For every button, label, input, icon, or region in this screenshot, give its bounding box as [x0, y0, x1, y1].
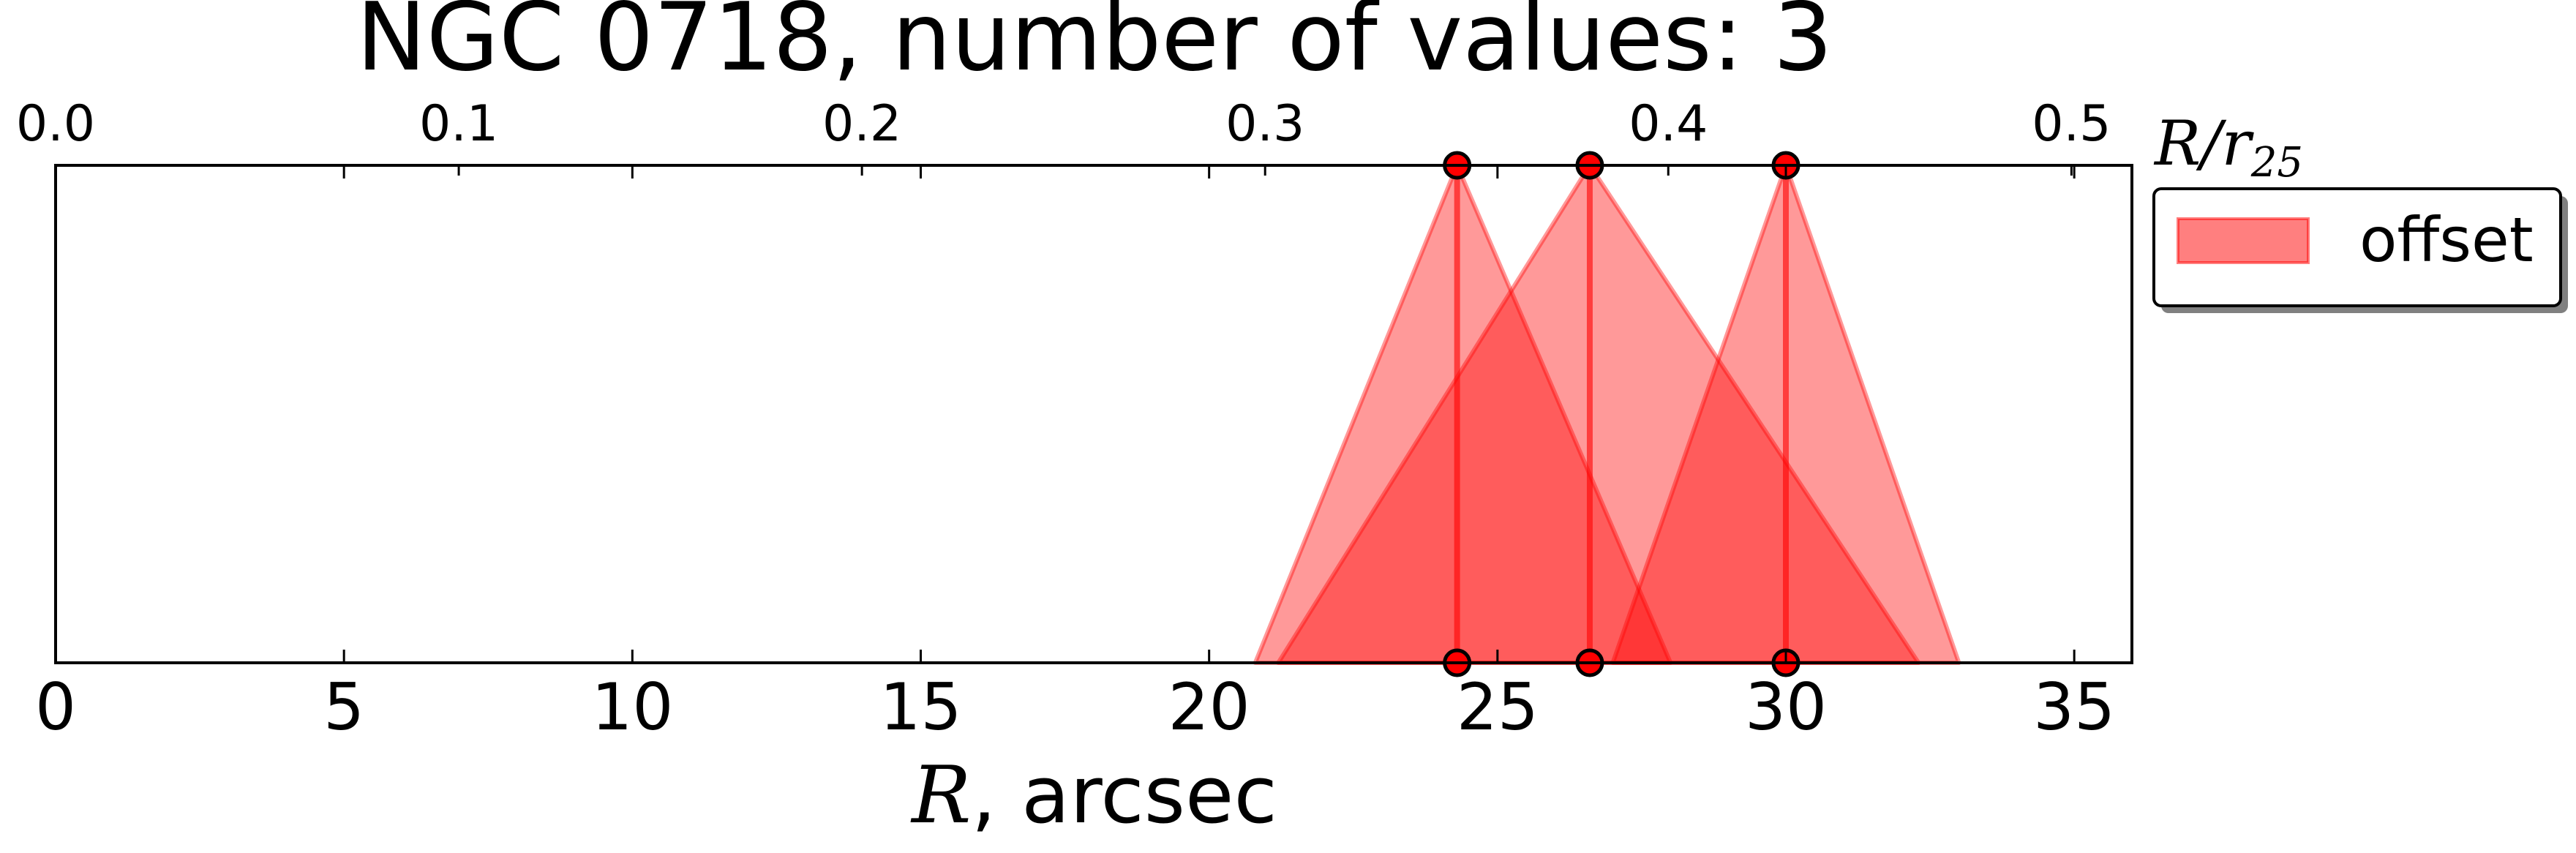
legend-label-offset: offset — [2359, 204, 2534, 276]
top-x-axis-label: R/r25 — [2153, 108, 2303, 187]
top-x-axis-label-subscript: 25 — [2250, 139, 2303, 187]
data-marks — [1253, 151, 1961, 677]
legend: offset — [2152, 187, 2568, 313]
x-tick-label-20: 20 — [1168, 669, 1250, 745]
x-tick-label-5: 5 — [323, 669, 364, 745]
top-x-axis: 0.0 0.1 0.2 0.3 0.4 0.5 — [16, 95, 2111, 176]
x2-tick-label-3: 0.3 — [1225, 95, 1304, 153]
plot-frame — [54, 164, 2133, 664]
x2-tick-label-5: 0.5 — [2032, 95, 2111, 153]
top-x-axis-label-ratio: R/r — [2153, 108, 2255, 179]
x-axis-label: R, arcsec — [910, 750, 1277, 841]
x-tick-label-0: 0 — [35, 669, 76, 745]
x-axis-label-unit: , arcsec — [971, 750, 1277, 841]
x2-tick-label-0: 0.0 — [16, 95, 95, 153]
x-tick-label-15: 15 — [880, 669, 962, 745]
x-tick-label-35: 35 — [2033, 669, 2115, 745]
x-tick-label-25: 25 — [1457, 669, 1539, 745]
x-tick-label-10: 10 — [591, 669, 673, 745]
x2-tick-label-4: 0.4 — [1629, 95, 1708, 153]
chart-title: NGC 0718, number of values: 3 — [356, 0, 1833, 92]
x-axis-label-variable: R — [910, 750, 971, 841]
bottom-x-axis: 0 5 10 15 20 25 30 35 — [35, 165, 2115, 745]
x2-tick-label-1: 0.1 — [419, 95, 498, 153]
plot-area: 0 5 10 15 20 25 30 35 0.0 0.1 0.2 0.3 0.4 0.5 — [16, 95, 2133, 745]
x-tick-label-30: 30 — [1745, 669, 1827, 745]
legend-swatch-offset — [2177, 217, 2310, 264]
x2-tick-label-2: 0.2 — [822, 95, 901, 153]
